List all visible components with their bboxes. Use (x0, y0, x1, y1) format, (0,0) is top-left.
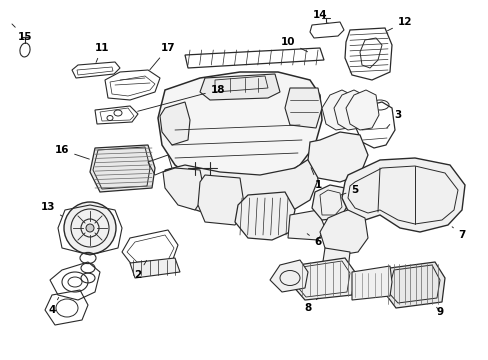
Ellipse shape (86, 224, 94, 232)
Polygon shape (321, 90, 354, 130)
Polygon shape (200, 74, 280, 100)
Text: 1: 1 (310, 167, 321, 190)
Polygon shape (160, 102, 190, 145)
Text: 9: 9 (436, 307, 443, 317)
Polygon shape (164, 155, 317, 220)
Text: 13: 13 (41, 202, 62, 216)
Text: 2: 2 (134, 260, 146, 280)
Polygon shape (269, 260, 307, 292)
Polygon shape (383, 262, 444, 308)
Polygon shape (321, 248, 349, 270)
Text: 3: 3 (386, 110, 401, 128)
Polygon shape (319, 210, 367, 255)
Text: 17: 17 (149, 43, 175, 70)
Text: 15: 15 (12, 24, 32, 42)
Text: 10: 10 (280, 37, 307, 52)
Text: 4: 4 (48, 297, 59, 315)
Text: 16: 16 (55, 145, 89, 159)
Text: 11: 11 (95, 43, 109, 62)
Polygon shape (158, 72, 321, 188)
Polygon shape (130, 258, 180, 278)
Text: 14: 14 (312, 10, 327, 23)
Text: 18: 18 (138, 85, 225, 111)
Polygon shape (285, 88, 321, 128)
Polygon shape (235, 192, 294, 240)
Polygon shape (346, 90, 378, 130)
Text: 8: 8 (304, 298, 317, 313)
Text: 12: 12 (386, 17, 411, 31)
Polygon shape (333, 90, 366, 130)
Polygon shape (163, 168, 204, 210)
Ellipse shape (64, 202, 116, 254)
Polygon shape (287, 210, 325, 240)
Text: 6: 6 (306, 234, 321, 247)
Text: 5: 5 (340, 185, 358, 195)
Polygon shape (198, 175, 244, 225)
Polygon shape (90, 145, 155, 192)
Polygon shape (291, 258, 354, 300)
Polygon shape (311, 185, 347, 220)
Polygon shape (351, 266, 391, 300)
Polygon shape (307, 132, 367, 182)
Text: 7: 7 (451, 227, 465, 240)
Polygon shape (341, 158, 464, 232)
